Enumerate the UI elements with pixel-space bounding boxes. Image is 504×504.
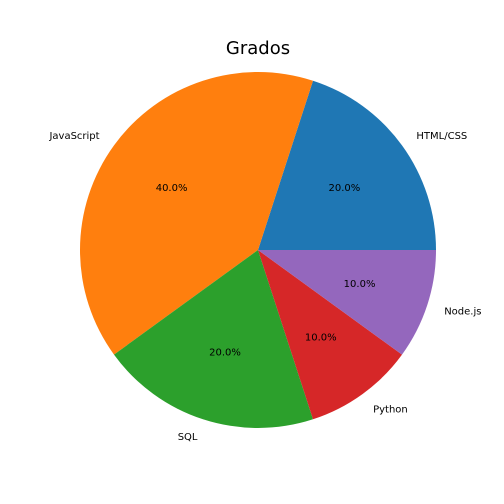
slice-label-sql: SQL <box>178 432 198 443</box>
chart-title: Grados <box>226 38 290 59</box>
slice-label-node-js: Node.js <box>444 307 481 318</box>
pie-slice-python <box>258 250 403 420</box>
pct-label-javascript: 40.0% <box>156 183 188 194</box>
pie-slice-javascript <box>79 71 314 355</box>
pct-label-sql: 20.0% <box>209 348 241 359</box>
pie-slice-html-css <box>258 80 436 250</box>
pct-label-python: 10.0% <box>305 332 337 343</box>
pie-labels: HTML/CSS 20.0% JavaScript 40.0% SQL 20.0% Pyth… <box>48 131 481 443</box>
slice-label-python: Python <box>373 404 408 415</box>
pie-slices <box>79 71 436 428</box>
pie-slice-sql <box>113 250 314 428</box>
pct-label-html-css: 20.0% <box>329 183 361 194</box>
slice-label-javascript: JavaScript <box>48 131 99 142</box>
pie-slice-node-js <box>258 250 436 355</box>
slice-label-html-css: HTML/CSS <box>416 131 467 142</box>
pct-label-node-js: 10.0% <box>344 279 376 290</box>
